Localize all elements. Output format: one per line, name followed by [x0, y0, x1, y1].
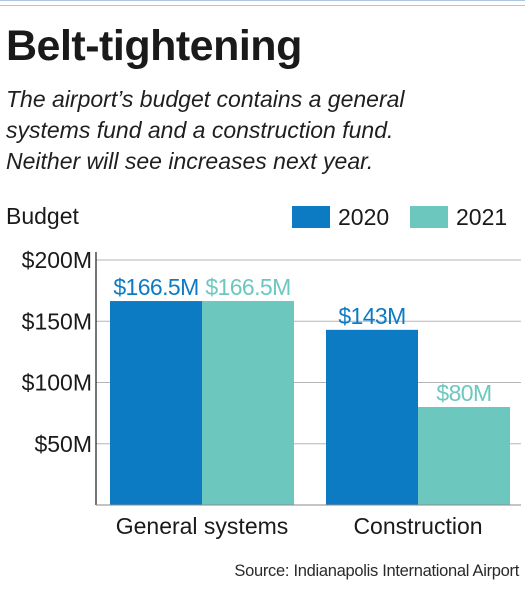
subtitle-line-1: The airport’s budget contains a general: [6, 86, 405, 112]
data-label-2021-construction: $80M: [436, 380, 491, 406]
data-label-2020-construction: $143M: [338, 303, 405, 329]
subtitle-line-3: Neither will see increases next year.: [6, 148, 374, 174]
legend-label-2020: 2020: [338, 203, 390, 230]
y-tick-label-50: $50M: [34, 431, 92, 457]
legend-swatch-2021: [410, 206, 448, 228]
bar-2021-construction: [418, 407, 510, 505]
x-tick-label-construction: Construction: [353, 513, 482, 539]
legend-swatch-2020: [292, 206, 330, 228]
y-tick-label-200: $200M: [22, 247, 92, 273]
bar-2021-general-systems: [202, 301, 294, 505]
bar-2020-general-systems: [110, 301, 202, 505]
y-tick-label-150: $150M: [22, 308, 92, 334]
top-rule: [0, 0, 525, 6]
y-axis-label: Budget: [6, 203, 80, 229]
y-tick-label-100: $100M: [22, 370, 92, 396]
legend-item-2021: 2021: [410, 202, 507, 232]
source-note: Source: Indianapolis International Airpo…: [234, 562, 519, 580]
x-tick-label-general-systems: General systems: [116, 513, 289, 539]
subtitle-line-2: systems fund and a construction fund.: [6, 117, 394, 143]
chart-title: Belt-tightening: [6, 22, 302, 70]
data-label-2020-general-systems: $166.5M: [113, 274, 198, 300]
bar-2020-construction: [326, 329, 418, 505]
legend-item-2020: 2020: [292, 202, 389, 232]
chart-subtitle: The airport’s budget contains a general …: [6, 84, 521, 177]
data-label-2021-general-systems: $166.5M: [205, 274, 290, 300]
legend-label-2021: 2021: [456, 203, 508, 230]
